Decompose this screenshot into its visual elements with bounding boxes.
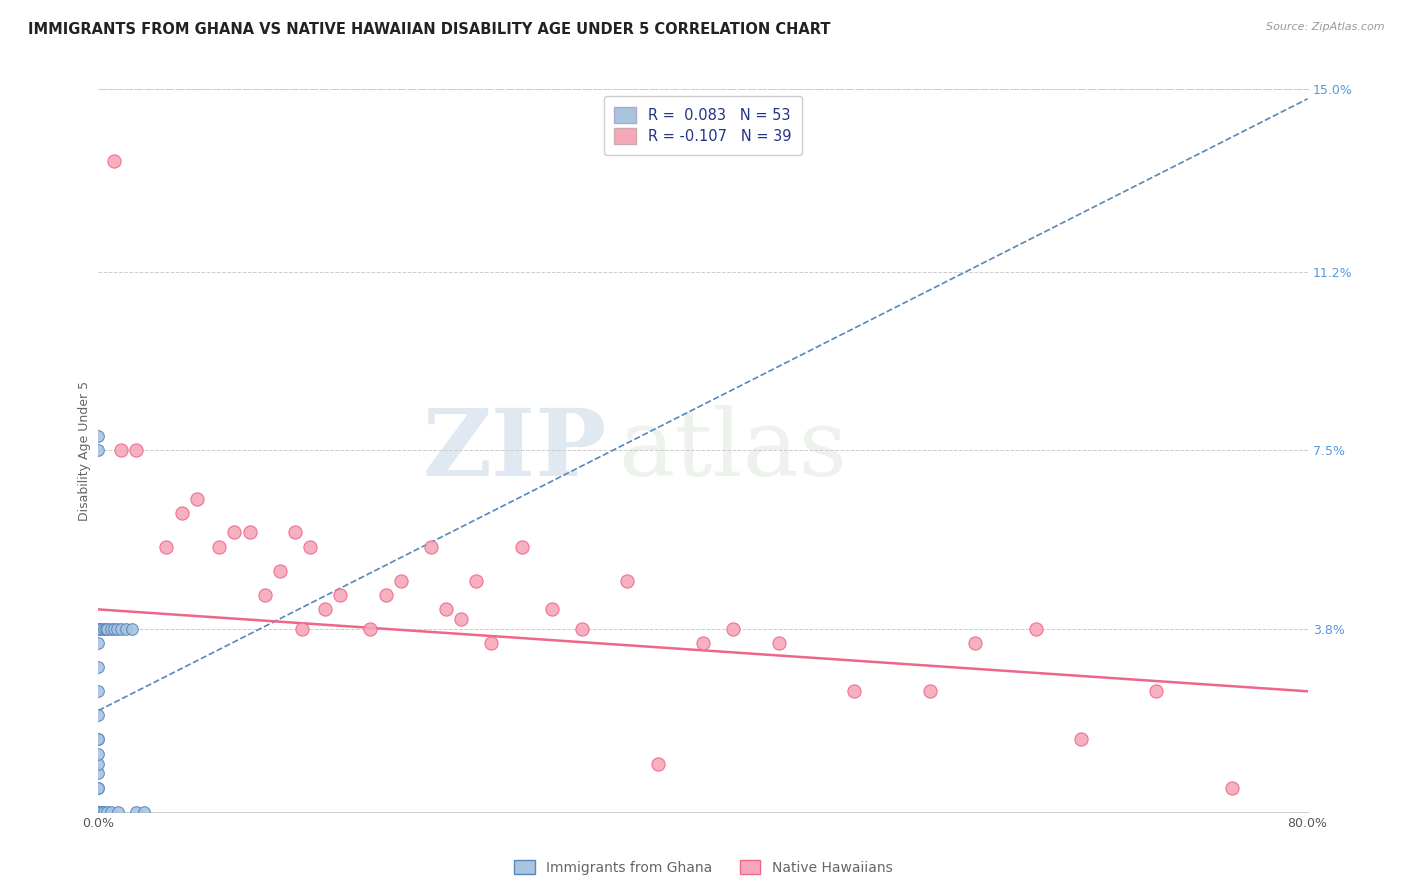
Point [87,805,110,819]
Point [87,708,110,723]
Point [329,588,352,602]
Point [87,622,110,636]
Point [389,574,412,588]
Point [93,805,115,819]
Point [90,805,112,819]
Point [87,684,110,698]
Point [87,805,110,819]
Point [616,574,638,588]
Point [87,805,110,819]
Point [87,443,110,458]
Point [87,747,110,761]
Point [768,636,790,650]
Point [110,622,132,636]
Point [87,756,110,771]
Point [121,622,143,636]
Point [723,622,745,636]
Text: IMMIGRANTS FROM GHANA VS NATIVE HAWAIIAN DISABILITY AGE UNDER 5 CORRELATION CHAR: IMMIGRANTS FROM GHANA VS NATIVE HAWAIIAN… [28,22,831,37]
Point [269,564,291,578]
Point [450,612,472,626]
Point [103,622,125,636]
Point [125,443,148,458]
Point [186,491,208,506]
Point [87,429,110,443]
Text: atlas: atlas [619,406,848,495]
Legend: R =  0.083   N = 53, R = -0.107   N = 39: R = 0.083 N = 53, R = -0.107 N = 39 [605,96,801,154]
Point [87,636,110,650]
Point [965,636,987,650]
Point [90,622,112,636]
Point [87,805,110,819]
Point [87,805,110,819]
Point [918,684,941,698]
Point [100,805,122,819]
Point [87,805,110,819]
Point [692,636,714,650]
Point [93,622,115,636]
Point [96,622,118,636]
Point [291,622,314,636]
Point [110,443,132,458]
Point [1220,780,1243,795]
Point [374,588,396,602]
Point [87,805,110,819]
Point [125,805,148,819]
Point [299,540,322,554]
Point [481,636,503,650]
Point [87,805,110,819]
Point [253,588,276,602]
Point [87,805,110,819]
Point [87,780,110,795]
Point [87,805,110,819]
Point [87,660,110,674]
Point [360,622,382,636]
Point [540,602,562,616]
Point [1146,684,1168,698]
Point [87,622,110,636]
Point [239,525,262,540]
Text: Source: ZipAtlas.com: Source: ZipAtlas.com [1267,22,1385,32]
Point [132,805,155,819]
Point [107,805,129,819]
Point [87,622,110,636]
Point [87,622,110,636]
Point [114,622,136,636]
Point [170,506,193,520]
Point [105,622,128,636]
Point [87,622,110,636]
Point [87,805,110,819]
Point [87,780,110,795]
Y-axis label: Disability Age Under 5: Disability Age Under 5 [79,380,91,521]
Point [510,540,533,554]
Point [208,540,231,554]
Point [87,766,110,780]
Point [100,622,122,636]
Point [1024,622,1046,636]
Point [224,525,246,540]
Point [571,622,593,636]
Point [314,602,336,616]
Legend: Immigrants from Ghana, Native Hawaiians: Immigrants from Ghana, Native Hawaiians [508,855,898,880]
Point [87,805,110,819]
Point [87,622,110,636]
Point [87,732,110,747]
Point [96,805,118,819]
Point [647,756,669,771]
Point [434,602,457,616]
Point [94,622,117,636]
Point [87,805,110,819]
Point [87,805,110,819]
Point [103,154,125,169]
Point [87,732,110,747]
Point [87,805,110,819]
Point [844,684,866,698]
Point [87,805,110,819]
Point [284,525,307,540]
Point [155,540,177,554]
Text: ZIP: ZIP [422,406,606,495]
Point [420,540,443,554]
Point [1070,732,1092,747]
Point [90,805,112,819]
Point [465,574,488,588]
